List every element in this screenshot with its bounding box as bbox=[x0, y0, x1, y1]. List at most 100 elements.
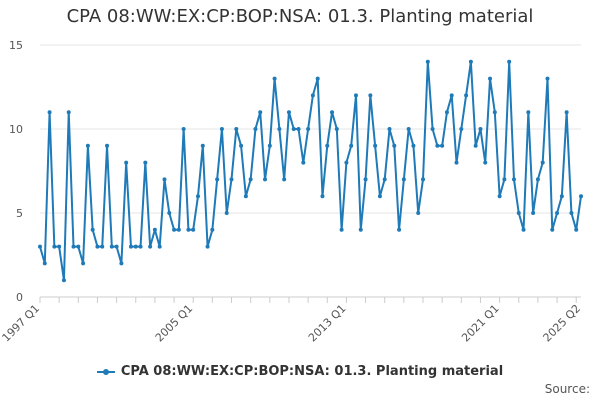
data-point bbox=[176, 227, 181, 232]
data-point bbox=[282, 177, 287, 182]
data-point bbox=[167, 211, 172, 215]
data-point bbox=[330, 110, 335, 115]
data-point bbox=[579, 194, 583, 199]
data-point bbox=[569, 211, 574, 215]
data-point bbox=[377, 194, 382, 199]
data-point bbox=[564, 110, 569, 115]
data-point bbox=[248, 177, 253, 182]
data-point bbox=[267, 143, 272, 148]
x-tick-label: 2021 Q1 bbox=[459, 302, 502, 345]
y-tick-label: 10 bbox=[9, 123, 23, 136]
data-point bbox=[449, 93, 454, 98]
data-point bbox=[353, 93, 358, 98]
data-point bbox=[473, 143, 478, 148]
legend-line-symbol bbox=[96, 368, 115, 375]
data-point bbox=[411, 143, 416, 148]
data-point bbox=[219, 127, 224, 131]
data-point bbox=[478, 127, 483, 131]
data-point bbox=[550, 227, 555, 232]
data-point bbox=[143, 160, 148, 165]
data-point bbox=[114, 244, 119, 249]
data-point bbox=[502, 177, 507, 182]
data-point bbox=[468, 59, 473, 64]
data-point bbox=[574, 227, 579, 232]
data-point bbox=[397, 227, 402, 232]
data-point bbox=[263, 177, 268, 182]
data-point bbox=[526, 110, 531, 115]
data-point bbox=[81, 261, 86, 266]
data-point bbox=[488, 76, 493, 81]
data-point bbox=[325, 143, 330, 148]
chart-title: CPA 08:WW:EX:CP:BOP:NSA: 01.3. Planting … bbox=[66, 6, 534, 27]
data-point bbox=[138, 244, 143, 249]
series-line bbox=[39, 60, 582, 282]
data-point bbox=[334, 127, 339, 131]
data-point bbox=[215, 177, 220, 182]
x-tick-label: 2005 Q1 bbox=[153, 302, 196, 345]
data-point bbox=[66, 110, 71, 115]
data-point bbox=[224, 211, 229, 215]
data-point bbox=[320, 194, 325, 199]
data-point bbox=[497, 194, 502, 199]
data-point bbox=[511, 177, 516, 182]
data-point bbox=[210, 227, 215, 232]
data-point bbox=[507, 59, 512, 64]
data-point bbox=[124, 160, 129, 165]
data-point bbox=[272, 76, 277, 81]
data-point bbox=[258, 110, 263, 115]
data-point bbox=[310, 93, 315, 98]
data-point bbox=[71, 244, 76, 249]
data-point bbox=[191, 227, 196, 232]
data-point bbox=[440, 143, 445, 148]
legend-item[interactable]: CPA 08:WW:EX:CP:BOP:NSA: 01.3. Planting … bbox=[96, 364, 503, 379]
data-point bbox=[229, 177, 234, 182]
data-series bbox=[38, 59, 583, 283]
data-point bbox=[42, 261, 47, 266]
data-point bbox=[109, 244, 114, 249]
data-point bbox=[535, 177, 540, 182]
data-point bbox=[464, 93, 469, 98]
data-point bbox=[52, 244, 57, 249]
data-point bbox=[57, 244, 62, 249]
data-point bbox=[61, 278, 66, 283]
data-point bbox=[315, 76, 320, 81]
y-tick-label: 0 bbox=[16, 291, 23, 304]
data-point bbox=[406, 127, 411, 131]
data-point bbox=[152, 227, 157, 232]
data-point bbox=[545, 76, 550, 81]
data-point bbox=[119, 261, 124, 266]
data-point bbox=[38, 244, 42, 249]
data-point bbox=[387, 127, 392, 131]
data-point bbox=[234, 127, 239, 131]
data-point bbox=[186, 227, 191, 232]
y-tick-label: 15 bbox=[9, 39, 23, 52]
y-tick-label: 5 bbox=[16, 207, 23, 220]
data-point bbox=[306, 127, 311, 131]
data-point bbox=[492, 110, 497, 115]
data-point bbox=[133, 244, 138, 249]
data-point bbox=[200, 143, 205, 148]
data-point bbox=[454, 160, 459, 165]
data-point bbox=[90, 227, 95, 232]
data-point bbox=[286, 110, 291, 115]
data-point bbox=[128, 244, 133, 249]
y-axis-tick-labels: 0 5 10 15 bbox=[9, 39, 23, 304]
data-point bbox=[382, 177, 387, 182]
data-point bbox=[421, 177, 426, 182]
data-point bbox=[181, 127, 186, 131]
data-point bbox=[95, 244, 100, 249]
data-point bbox=[277, 127, 282, 131]
data-point bbox=[401, 177, 406, 182]
data-point bbox=[521, 227, 526, 232]
x-tick-label: 1997 Q1 bbox=[0, 302, 42, 345]
data-point bbox=[291, 127, 296, 131]
data-point bbox=[239, 143, 244, 148]
data-point bbox=[339, 227, 344, 232]
x-tick-label: 2013 Q1 bbox=[306, 302, 349, 345]
data-point bbox=[373, 143, 378, 148]
data-point bbox=[349, 143, 354, 148]
data-point bbox=[540, 160, 545, 165]
data-point bbox=[416, 211, 421, 215]
data-point bbox=[243, 194, 248, 199]
data-point bbox=[344, 160, 349, 165]
